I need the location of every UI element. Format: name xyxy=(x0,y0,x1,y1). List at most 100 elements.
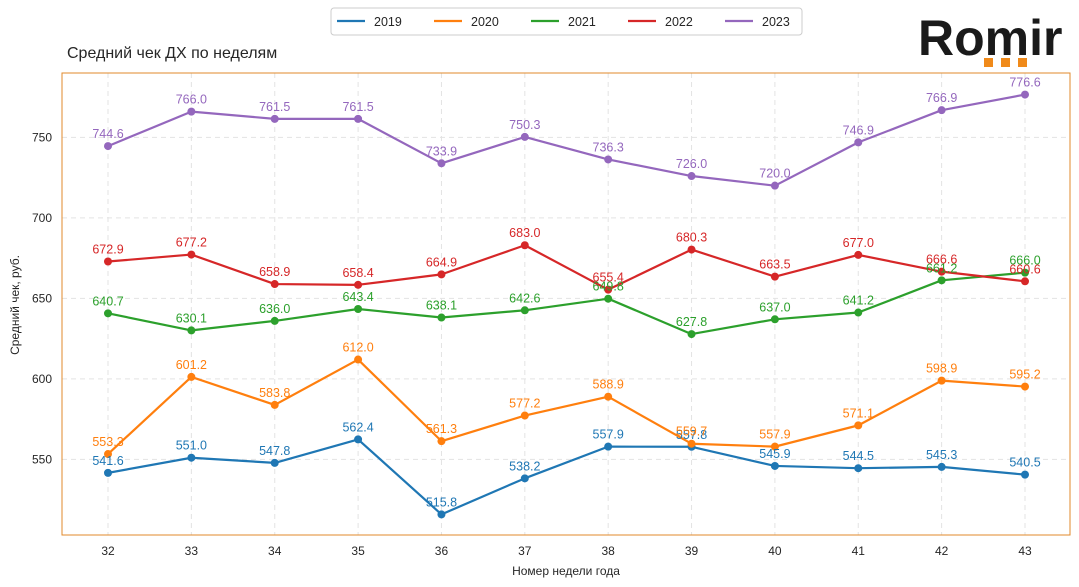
y-tick-label: 700 xyxy=(32,211,52,225)
legend-label: 2023 xyxy=(762,15,790,29)
data-point xyxy=(354,304,363,313)
data-point xyxy=(270,280,279,289)
data-label: 640.7 xyxy=(92,294,123,308)
data-point xyxy=(937,106,946,115)
x-axis-title: Номер недели года xyxy=(512,564,620,578)
legend-label: 2019 xyxy=(374,15,402,29)
data-point xyxy=(770,442,779,451)
data-point xyxy=(520,411,529,420)
data-point xyxy=(604,392,613,401)
x-tick-label: 41 xyxy=(852,544,866,558)
data-point xyxy=(270,458,279,467)
data-point xyxy=(937,276,946,285)
data-label: 642.6 xyxy=(509,291,540,305)
data-point xyxy=(1021,277,1029,286)
data-label: 577.2 xyxy=(509,397,540,411)
x-tick-label: 40 xyxy=(768,544,782,558)
legend-label: 2021 xyxy=(568,15,596,29)
data-label: 649.8 xyxy=(593,280,624,294)
data-point xyxy=(270,400,279,409)
data-point xyxy=(104,468,112,477)
data-label: 538.2 xyxy=(509,459,540,473)
data-point xyxy=(437,270,446,279)
x-tick-label: 42 xyxy=(935,544,949,558)
data-point xyxy=(104,309,112,318)
data-label: 557.9 xyxy=(593,428,624,442)
x-tick-label: 36 xyxy=(435,544,449,558)
data-label: 627.8 xyxy=(676,315,707,329)
data-label: 630.1 xyxy=(176,311,207,325)
data-point xyxy=(520,241,529,250)
x-tick-label: 35 xyxy=(351,544,365,558)
y-tick-label: 600 xyxy=(32,372,52,386)
data-label: 557.9 xyxy=(759,428,790,442)
data-label: 677.2 xyxy=(176,236,207,250)
data-point xyxy=(270,114,279,123)
data-point xyxy=(1021,268,1029,277)
data-labels: 541.6 551.0 547.8 562.4 515.8 538.2 557.9 557.8… xyxy=(92,76,1040,510)
data-point xyxy=(104,257,112,266)
data-point xyxy=(1021,470,1029,479)
data-point xyxy=(937,267,946,276)
x-tick-label: 32 xyxy=(101,544,115,558)
series-line-2022 xyxy=(107,244,1026,291)
plot-frame xyxy=(61,72,1071,536)
data-label: 660.6 xyxy=(1009,262,1040,276)
data-label: 551.0 xyxy=(176,439,207,453)
x-tick-label: 43 xyxy=(1018,544,1032,558)
data-point xyxy=(354,355,363,364)
data-label: 658.4 xyxy=(342,266,373,280)
x-tick-label: 33 xyxy=(185,544,199,558)
data-point xyxy=(520,306,529,315)
logo-dot xyxy=(1018,58,1027,67)
data-point xyxy=(104,142,112,151)
data-point xyxy=(104,450,112,459)
data-point xyxy=(770,461,779,470)
data-point xyxy=(937,462,946,471)
data-label: 641.2 xyxy=(843,294,874,308)
data-point xyxy=(354,435,363,444)
legend-box xyxy=(330,7,803,36)
series-line-2019 xyxy=(107,438,1026,516)
data-label: 553.3 xyxy=(92,435,123,449)
data-label: 583.8 xyxy=(259,386,290,400)
data-label: 658.9 xyxy=(259,265,290,279)
data-label: 666.0 xyxy=(1009,254,1040,268)
data-label: 677.0 xyxy=(843,236,874,250)
y-tick-label: 750 xyxy=(32,130,52,144)
data-label: 541.6 xyxy=(92,454,123,468)
data-label: 655.4 xyxy=(593,271,624,285)
series-lines xyxy=(104,90,1029,519)
data-label: 557.8 xyxy=(676,428,707,442)
data-label: 664.9 xyxy=(426,255,457,269)
romir-logo: Romir xyxy=(918,10,1062,67)
y-tick-label: 550 xyxy=(32,452,52,466)
data-point xyxy=(770,181,779,190)
data-label: 761.5 xyxy=(259,100,290,114)
data-point xyxy=(687,245,696,254)
legend-label: 2022 xyxy=(665,15,693,29)
data-point xyxy=(437,159,446,168)
data-point xyxy=(854,250,863,259)
data-label: 661.2 xyxy=(926,261,957,275)
data-point xyxy=(270,316,279,325)
data-label: 595.2 xyxy=(1009,368,1040,382)
data-label: 544.5 xyxy=(843,449,874,463)
chart-title: Средний чек ДХ по неделям xyxy=(67,45,277,62)
data-point xyxy=(354,114,363,123)
series-line-2023 xyxy=(107,93,1026,187)
data-point xyxy=(437,437,446,446)
data-point xyxy=(520,132,529,141)
data-label: 561.3 xyxy=(426,422,457,436)
series-line-2021 xyxy=(107,271,1026,336)
data-point xyxy=(187,372,196,381)
logo-dot xyxy=(1001,58,1010,67)
logo-wordmark: Romir xyxy=(918,10,1062,66)
data-label: 672.9 xyxy=(92,243,123,257)
series-line-2020 xyxy=(107,358,1026,455)
data-point xyxy=(604,155,613,164)
x-tick-label: 38 xyxy=(602,544,616,558)
data-point xyxy=(937,376,946,385)
data-label: 559.7 xyxy=(676,425,707,439)
